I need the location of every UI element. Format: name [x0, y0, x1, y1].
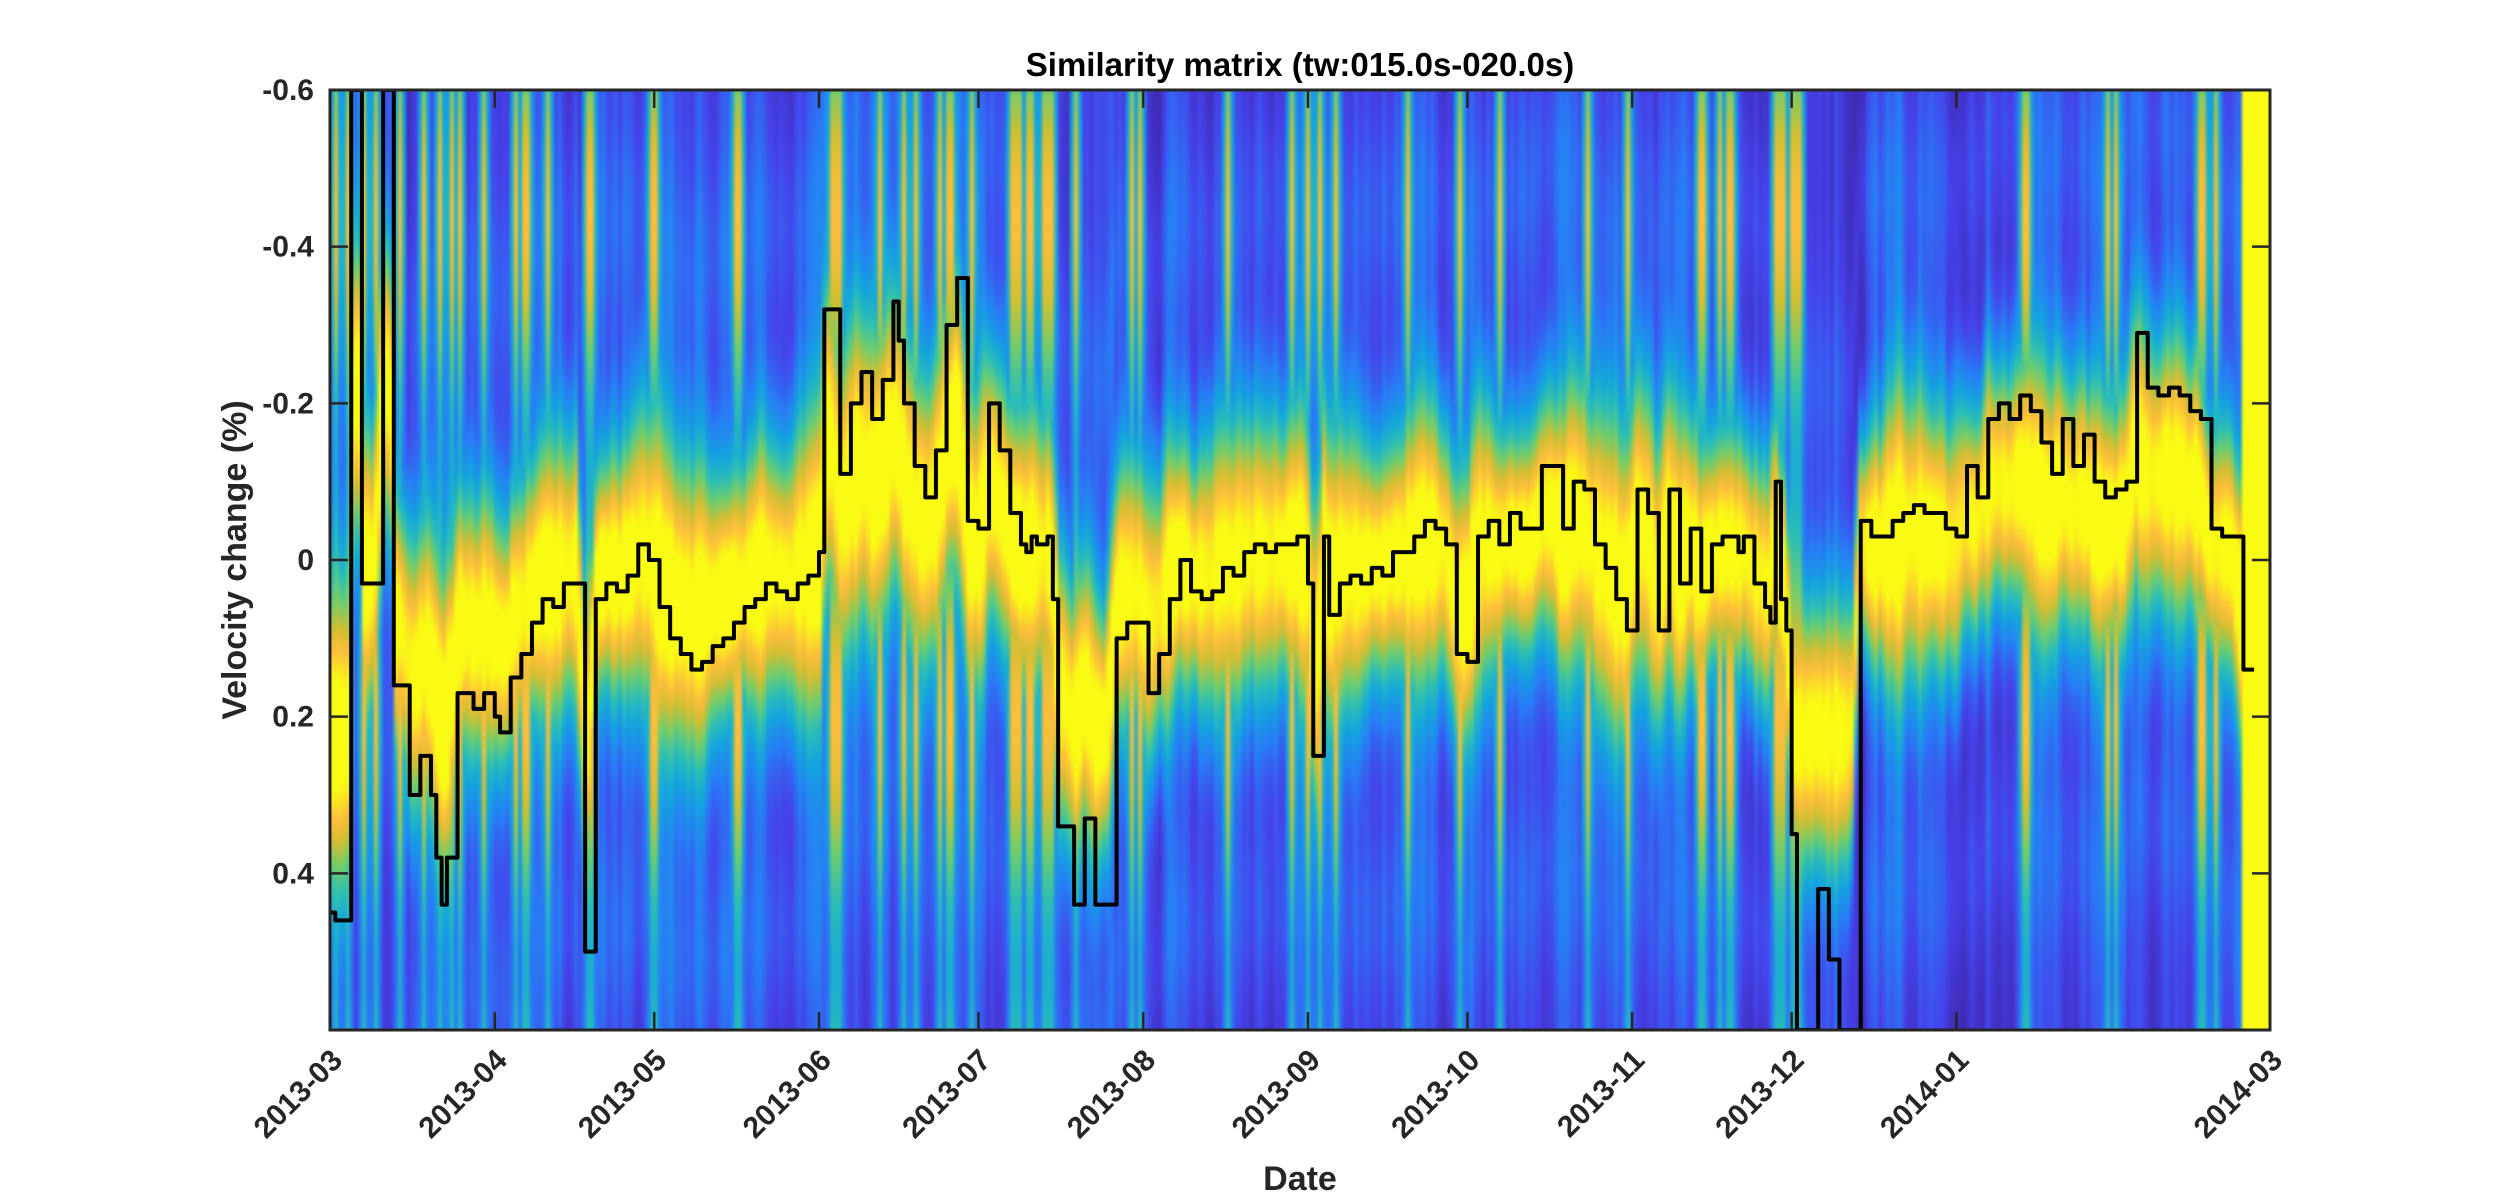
x-tick-label: 2014-01: [1874, 1044, 1975, 1145]
y-tick-label: -0.4: [262, 231, 314, 264]
x-tick-label: 2013-07: [896, 1044, 997, 1145]
x-tick-label: 2013-03: [248, 1044, 349, 1145]
x-tick-label: 2013-09: [1226, 1044, 1327, 1145]
y-tick-label: 0: [297, 544, 314, 577]
y-tick-label: -0.6: [262, 74, 314, 107]
series-velocity-change: [330, 90, 2255, 1030]
x-tick-label: 2013-12: [1709, 1044, 1810, 1145]
y-axis: -0.6 -0.4 -0.2 0 0.2 0.4: [262, 74, 2270, 890]
y-axis-label: Velocity change (%): [216, 400, 254, 719]
y-tick-label: -0.2: [262, 387, 314, 420]
x-tick-label: 2013-06: [737, 1044, 838, 1145]
x-tick-label: 2013-10: [1385, 1044, 1486, 1145]
x-tick-label: 2013-11: [1551, 1044, 1651, 1144]
x-tick-label: 2014-03: [2188, 1044, 2289, 1145]
x-tick-label: 2013-04: [413, 1043, 514, 1144]
x-axis-label: Date: [1263, 1160, 1337, 1198]
x-tick-label: 2013-08: [1061, 1044, 1162, 1145]
x-tick-label: 2013-05: [572, 1044, 673, 1145]
velocity-change-line: [330, 90, 2255, 1030]
y-tick-label: 0.2: [272, 701, 314, 734]
y-tick-label: 0.4: [272, 857, 314, 890]
chart-title: Similarity matrix (tw:015.0s-020.0s): [1026, 46, 1574, 83]
